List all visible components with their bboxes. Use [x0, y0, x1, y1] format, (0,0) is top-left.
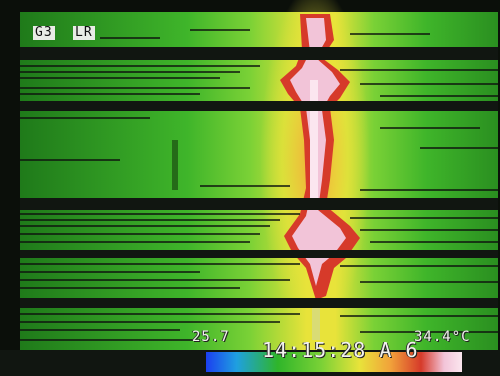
color-scale-bar — [206, 352, 462, 372]
osd-min-temp: 25.7 — [192, 329, 230, 345]
osd-timestamp: 14:15:28 A 6 — [262, 338, 419, 362]
scanline-streaks — [20, 29, 498, 341]
osd-max-temp: 34.4°C — [414, 329, 471, 345]
thermal-field — [20, 12, 498, 352]
osd-range-label: LR — [73, 25, 95, 40]
osd-mode-label: G3 — [33, 25, 55, 40]
hot-object-hottest — [310, 80, 318, 200]
